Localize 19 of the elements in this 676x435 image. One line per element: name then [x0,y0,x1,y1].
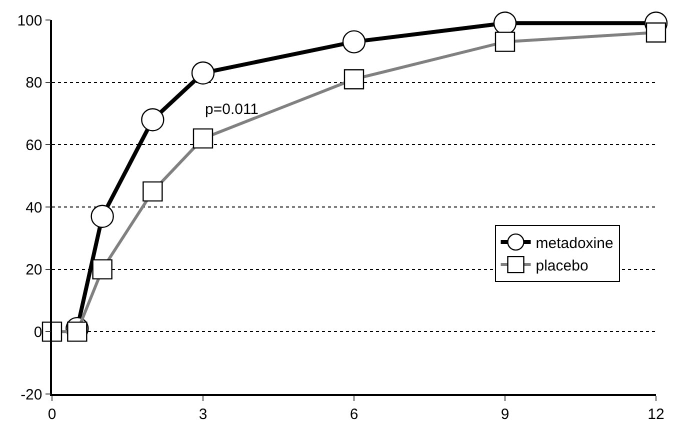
legend-label: placebo [536,257,588,274]
y-tick-label: 100 [17,12,42,30]
y-tick-label: 60 [26,136,42,154]
y-tick-label: 20 [26,262,42,279]
x-tick-label: 9 [500,406,510,423]
x-tick-label: 6 [350,406,358,423]
point [342,30,366,54]
point [90,204,114,228]
y-tick-label: 0 [34,324,42,341]
annotation: p=0.011 [205,101,259,118]
legend-label: metadoxine [536,234,614,252]
x-tick-label: 3 [198,406,208,423]
y-tick-label: 40 [26,199,42,216]
x-tick-label: 0 [48,406,56,423]
x-tick-label: 12 [648,406,664,423]
y-tick-label: 80 [26,74,42,92]
point [141,108,164,132]
point [191,61,215,85]
y-tick-label: -20 [20,386,42,404]
